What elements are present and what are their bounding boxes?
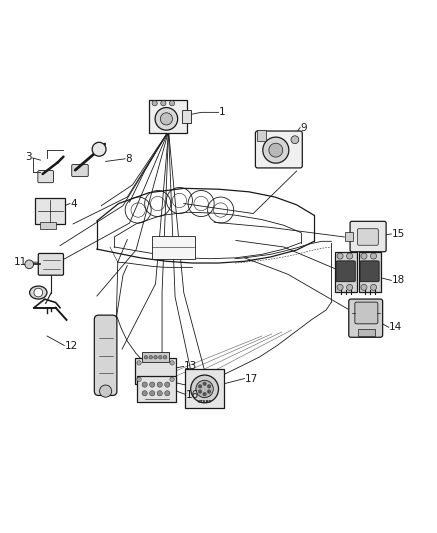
Circle shape (347, 253, 353, 259)
Text: 9: 9 (300, 123, 307, 133)
Circle shape (371, 284, 377, 290)
FancyBboxPatch shape (72, 165, 88, 176)
FancyBboxPatch shape (350, 221, 386, 252)
Circle shape (137, 361, 141, 365)
Text: START: START (198, 400, 212, 404)
FancyBboxPatch shape (40, 222, 56, 229)
FancyBboxPatch shape (152, 236, 194, 259)
Text: 3: 3 (25, 152, 32, 162)
Circle shape (149, 356, 153, 359)
FancyBboxPatch shape (182, 110, 191, 123)
Circle shape (100, 385, 112, 397)
Circle shape (159, 356, 162, 359)
Circle shape (337, 253, 343, 259)
Circle shape (337, 284, 343, 290)
Circle shape (155, 108, 178, 130)
Text: 1: 1 (218, 107, 225, 117)
Circle shape (291, 136, 299, 143)
Circle shape (203, 382, 206, 385)
FancyBboxPatch shape (358, 328, 375, 336)
FancyBboxPatch shape (94, 315, 117, 395)
Text: 13: 13 (184, 361, 197, 372)
Circle shape (170, 361, 174, 365)
Circle shape (165, 391, 170, 396)
Circle shape (154, 356, 157, 359)
Circle shape (198, 390, 202, 393)
Circle shape (160, 113, 173, 125)
Circle shape (157, 391, 162, 396)
Circle shape (149, 391, 155, 396)
Text: 11: 11 (14, 257, 28, 267)
Circle shape (25, 260, 34, 269)
FancyBboxPatch shape (257, 130, 266, 141)
FancyBboxPatch shape (255, 131, 302, 168)
FancyBboxPatch shape (357, 229, 378, 245)
Circle shape (149, 382, 155, 387)
Circle shape (142, 391, 147, 396)
Circle shape (196, 380, 213, 398)
Circle shape (165, 382, 170, 387)
FancyBboxPatch shape (336, 261, 355, 282)
Circle shape (347, 284, 353, 290)
Circle shape (144, 356, 148, 359)
Circle shape (142, 382, 147, 387)
FancyBboxPatch shape (38, 254, 63, 275)
Circle shape (269, 143, 283, 157)
FancyBboxPatch shape (349, 299, 383, 337)
FancyBboxPatch shape (345, 232, 353, 241)
Text: 8: 8 (125, 154, 132, 164)
FancyBboxPatch shape (35, 198, 65, 224)
Text: 12: 12 (64, 341, 78, 351)
Circle shape (170, 377, 174, 382)
Circle shape (191, 375, 218, 403)
Text: 18: 18 (391, 276, 405, 285)
Circle shape (361, 284, 367, 290)
Circle shape (371, 253, 377, 259)
Circle shape (92, 142, 106, 156)
FancyBboxPatch shape (360, 261, 379, 282)
Circle shape (361, 253, 367, 259)
Circle shape (161, 101, 166, 106)
FancyBboxPatch shape (38, 171, 53, 183)
FancyBboxPatch shape (149, 100, 187, 133)
Circle shape (203, 392, 206, 396)
FancyBboxPatch shape (135, 358, 177, 384)
FancyBboxPatch shape (355, 302, 378, 324)
Text: 14: 14 (389, 322, 402, 332)
Ellipse shape (30, 286, 47, 299)
Circle shape (263, 137, 289, 163)
Text: 17: 17 (245, 374, 258, 384)
Circle shape (137, 377, 141, 382)
Circle shape (170, 101, 175, 106)
FancyBboxPatch shape (335, 252, 357, 292)
Circle shape (157, 382, 162, 387)
Text: 4: 4 (70, 198, 76, 208)
FancyBboxPatch shape (142, 352, 169, 361)
FancyBboxPatch shape (359, 252, 382, 292)
Circle shape (34, 288, 43, 297)
FancyBboxPatch shape (185, 369, 224, 408)
Circle shape (163, 356, 167, 359)
Circle shape (152, 101, 157, 106)
Text: 15: 15 (391, 229, 405, 239)
Text: 16: 16 (186, 390, 199, 400)
FancyBboxPatch shape (137, 376, 176, 402)
Circle shape (208, 385, 211, 388)
Circle shape (208, 390, 211, 393)
Circle shape (198, 385, 202, 388)
